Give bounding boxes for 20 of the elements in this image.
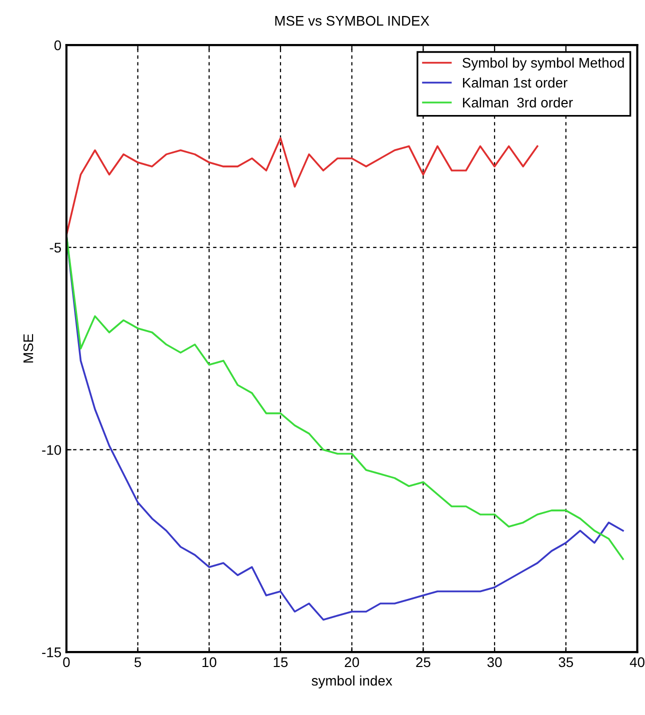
x-tick-label: 10 xyxy=(202,657,216,668)
x-tick-label: 0 xyxy=(63,657,70,668)
y-axis-title: MSE xyxy=(23,334,34,362)
x-tick-label: 30 xyxy=(487,657,502,668)
x-tick-label: 15 xyxy=(274,657,288,668)
legend-label: Symbol by symbol Method xyxy=(462,58,624,70)
chart-title: MSE vs SYMBOL INDEX xyxy=(275,16,430,26)
line-series xyxy=(66,137,538,236)
x-tick-label: 20 xyxy=(344,657,360,668)
y-tick-label: -15 xyxy=(42,648,61,658)
x-tick-label: 5 xyxy=(134,657,142,668)
y-tick-label: -5 xyxy=(50,242,61,253)
y-tick-label: 0 xyxy=(54,40,62,50)
legend-label: Kalman 3rd order xyxy=(463,97,573,108)
legend-label: Kalman 1st order xyxy=(463,77,568,88)
x-tick-label: 35 xyxy=(558,657,574,668)
x-tick-label: 25 xyxy=(416,657,430,668)
x-tick-label: 40 xyxy=(630,657,644,668)
y-tick-label: -10 xyxy=(42,445,62,455)
x-axis-title: symbol index xyxy=(312,675,392,688)
